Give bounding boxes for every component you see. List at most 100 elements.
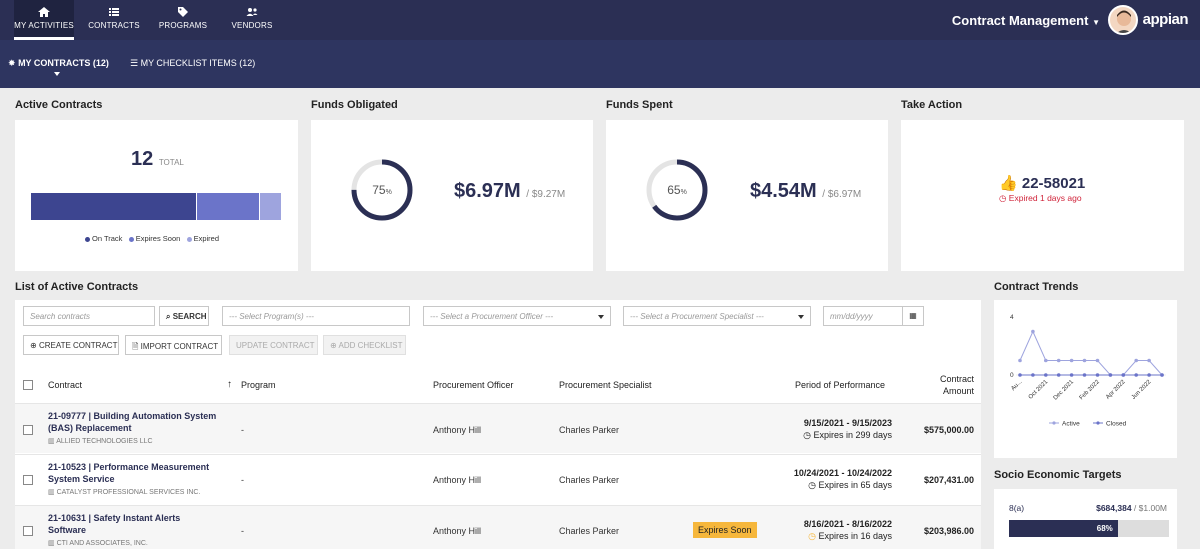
series-point-closed[interactable] <box>1031 373 1035 377</box>
plus-circle-icon: ⊕ <box>330 341 337 350</box>
status-segment-expired <box>259 193 281 220</box>
nav-tab-vendors[interactable]: VENDORS <box>226 0 278 40</box>
series-point-closed[interactable] <box>1109 373 1113 377</box>
sort-up-icon[interactable]: ↑ <box>227 379 232 390</box>
header-program[interactable]: Program <box>241 380 276 390</box>
calendar-icon: ▦ <box>909 311 917 320</box>
series-point-closed[interactable] <box>1044 373 1048 377</box>
contract-link[interactable]: 21-10631 | Safety Instant Alerts Software <box>48 512 180 536</box>
plus-circle-icon: ⊕ <box>30 341 37 350</box>
x-tick-label: Jun 2022 <box>1131 379 1153 401</box>
program-cell: - <box>241 425 244 435</box>
series-point-closed[interactable] <box>1070 373 1074 377</box>
update-contract-button[interactable]: UPDATE CONTRACT <box>229 335 318 355</box>
obligated-percent: 75 <box>372 183 386 197</box>
header-officer[interactable]: Procurement Officer <box>433 380 513 390</box>
subtab-my-contracts[interactable]: ✸ MY CONTRACTS (12) <box>8 58 109 69</box>
program-cell: - <box>241 475 244 485</box>
legend-dot-expired <box>187 237 192 242</box>
series-point-closed[interactable] <box>1018 373 1022 377</box>
import-contract-button[interactable]: 🗎 IMPORT CONTRACT <box>125 335 222 355</box>
x-tick-label: Dec 2021 <box>1053 379 1076 402</box>
series-point-closed[interactable] <box>1147 373 1151 377</box>
y-tick: 0 <box>1010 372 1014 379</box>
program-select[interactable]: --- Select Program(s) --- <box>222 306 410 326</box>
spent-amount: $4.54M / $6.97M <box>750 180 861 203</box>
chevron-down-icon: ▼ <box>1092 18 1100 27</box>
officer-select[interactable]: --- Select a Procurement Officer --- <box>423 306 611 326</box>
trend-chart: 4 0 Au... Oct 2021 Dec 2021 Feb 2022 Apr 202… <box>994 300 1177 458</box>
series-point-closed[interactable] <box>1122 373 1126 377</box>
vendor-name: ▥ ALLIED TECHNOLOGIES LLC <box>48 437 153 445</box>
socio-progress-fill: 68% <box>1009 520 1118 537</box>
series-point-closed[interactable] <box>1096 373 1100 377</box>
app-switcher[interactable]: Contract Management ▼ <box>952 13 1100 28</box>
add-checklist-button[interactable]: ⊕ ADD CHECKLIST <box>323 335 406 355</box>
series-point-active[interactable] <box>1031 330 1035 334</box>
sub-nav: ✸ MY CONTRACTS (12) ☰ MY CHECKLIST ITEMS… <box>0 40 1200 88</box>
funds-obligated-title: Funds Obligated <box>311 99 398 111</box>
building-icon: ▥ <box>48 540 55 547</box>
row-checkbox[interactable] <box>23 475 33 485</box>
series-point-active[interactable] <box>1018 359 1022 363</box>
contract-link[interactable]: 21-09777 | Building Automation System (BA… <box>48 410 216 434</box>
date-input[interactable]: mm/dd/yyyy <box>823 306 903 326</box>
clock-icon: ◷ <box>808 480 816 490</box>
series-point-closed[interactable] <box>1134 373 1138 377</box>
take-action-link[interactable]: 👍 22-58021 <box>999 174 1085 192</box>
home-icon <box>37 5 51 19</box>
specialist-select[interactable]: --- Select a Procurement Specialist --- <box>623 306 811 326</box>
socio-title: Socio Economic Targets <box>994 469 1122 481</box>
funds-spent-title: Funds Spent <box>606 99 673 111</box>
building-icon: ▥ <box>48 489 55 496</box>
top-nav: MY ACTIVITIES CONTRACTS PROGRAMS VENDORS… <box>0 0 1200 40</box>
svg-text:65%: 65% <box>667 183 687 197</box>
series-point-active[interactable] <box>1096 359 1100 363</box>
list-title: List of Active Contracts <box>15 281 138 293</box>
nav-tab-contracts[interactable]: CONTRACTS <box>86 0 142 40</box>
contract-link[interactable]: 21-10523 | Performance Measurement System… <box>48 461 209 485</box>
svg-text:75%: 75% <box>372 183 392 197</box>
clock-icon: ◷ <box>808 531 816 541</box>
header-period[interactable]: Period of Performance <box>795 380 885 390</box>
x-tick-label: Au... <box>1010 379 1023 392</box>
series-point-active[interactable] <box>1070 359 1074 363</box>
header-contract[interactable]: Contract <box>48 380 82 390</box>
nav-tab-my-activities[interactable]: MY ACTIVITIES <box>14 0 74 40</box>
status-segment-on-track <box>31 193 196 220</box>
series-point-closed[interactable] <box>1160 373 1164 377</box>
series-point-active[interactable] <box>1057 359 1061 363</box>
calendar-button[interactable]: ▦ <box>902 306 924 326</box>
x-tick-label: Apr 2022 <box>1105 379 1127 401</box>
obligated-amount: $6.97M / $9.27M <box>454 180 565 203</box>
amount-cell: $203,986.00 <box>900 526 974 536</box>
create-contract-button[interactable]: ⊕ CREATE CONTRACT <box>23 335 119 355</box>
series-point-active[interactable] <box>1147 359 1151 363</box>
status-bar <box>31 193 281 220</box>
series-point-active[interactable] <box>1083 359 1087 363</box>
series-point-active[interactable] <box>1044 359 1048 363</box>
series-point-active[interactable] <box>1134 359 1138 363</box>
user-avatar[interactable] <box>1108 5 1138 35</box>
period-cell: 9/15/2021 - 9/15/2023 ◷ Expires in 299 da… <box>760 418 892 441</box>
obligated-ring: 75% <box>349 157 415 223</box>
search-button[interactable]: ⌕ SEARCH <box>159 306 209 326</box>
socio-progress: 68% <box>1009 520 1169 537</box>
row-checkbox[interactable] <box>23 526 33 536</box>
header-specialist[interactable]: Procurement Specialist <box>559 380 652 390</box>
search-input[interactable]: Search contracts <box>23 306 155 326</box>
series-point-closed[interactable] <box>1083 373 1087 377</box>
select-all-checkbox[interactable] <box>23 380 33 390</box>
expires-soon-badge: Expires Soon <box>693 522 757 538</box>
period-cell: 8/16/2021 - 8/16/2022 ◷ Expires in 16 day… <box>760 519 892 542</box>
header-amount-line1[interactable]: Contract <box>930 374 974 384</box>
subtab-my-checklist-items[interactable]: ☰ MY CHECKLIST ITEMS (12) <box>130 58 255 69</box>
status-legend: On Track Expires Soon Expired <box>85 234 219 243</box>
header-amount-line2[interactable]: Amount <box>930 386 974 396</box>
checklist-icon: ☰ <box>130 58 138 68</box>
series-point-closed[interactable] <box>1057 373 1061 377</box>
nav-tab-programs[interactable]: PROGRAMS <box>156 0 210 40</box>
row-checkbox[interactable] <box>23 425 33 435</box>
vendor-name: ▥ CTI AND ASSOCIATES, INC. <box>48 539 148 547</box>
search-icon: ⌕ <box>166 312 170 321</box>
